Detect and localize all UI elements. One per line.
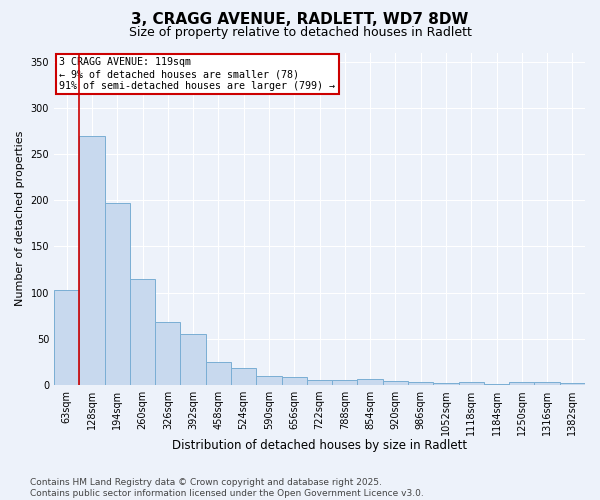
Bar bbox=[130, 279, 155, 385]
X-axis label: Distribution of detached houses by size in Radlett: Distribution of detached houses by size … bbox=[172, 440, 467, 452]
Bar bbox=[484, 384, 509, 385]
Bar bbox=[181, 334, 206, 385]
Bar bbox=[104, 203, 130, 385]
Bar bbox=[458, 382, 484, 385]
Bar bbox=[206, 362, 231, 385]
Bar bbox=[433, 383, 458, 385]
Bar bbox=[281, 376, 307, 385]
Bar bbox=[408, 382, 433, 385]
Text: Size of property relative to detached houses in Radlett: Size of property relative to detached ho… bbox=[128, 26, 472, 39]
Text: 3 CRAGG AVENUE: 119sqm
← 9% of detached houses are smaller (78)
91% of semi-deta: 3 CRAGG AVENUE: 119sqm ← 9% of detached … bbox=[59, 58, 335, 90]
Bar bbox=[509, 382, 535, 385]
Bar bbox=[358, 380, 383, 385]
Bar bbox=[79, 136, 104, 385]
Bar bbox=[256, 376, 281, 385]
Bar bbox=[231, 368, 256, 385]
Text: 3, CRAGG AVENUE, RADLETT, WD7 8DW: 3, CRAGG AVENUE, RADLETT, WD7 8DW bbox=[131, 12, 469, 28]
Bar bbox=[332, 380, 358, 385]
Bar bbox=[155, 322, 181, 385]
Bar bbox=[560, 383, 585, 385]
Text: Contains HM Land Registry data © Crown copyright and database right 2025.
Contai: Contains HM Land Registry data © Crown c… bbox=[30, 478, 424, 498]
Bar bbox=[307, 380, 332, 385]
Bar bbox=[535, 382, 560, 385]
Bar bbox=[54, 290, 79, 385]
Y-axis label: Number of detached properties: Number of detached properties bbox=[15, 131, 25, 306]
Bar bbox=[383, 382, 408, 385]
